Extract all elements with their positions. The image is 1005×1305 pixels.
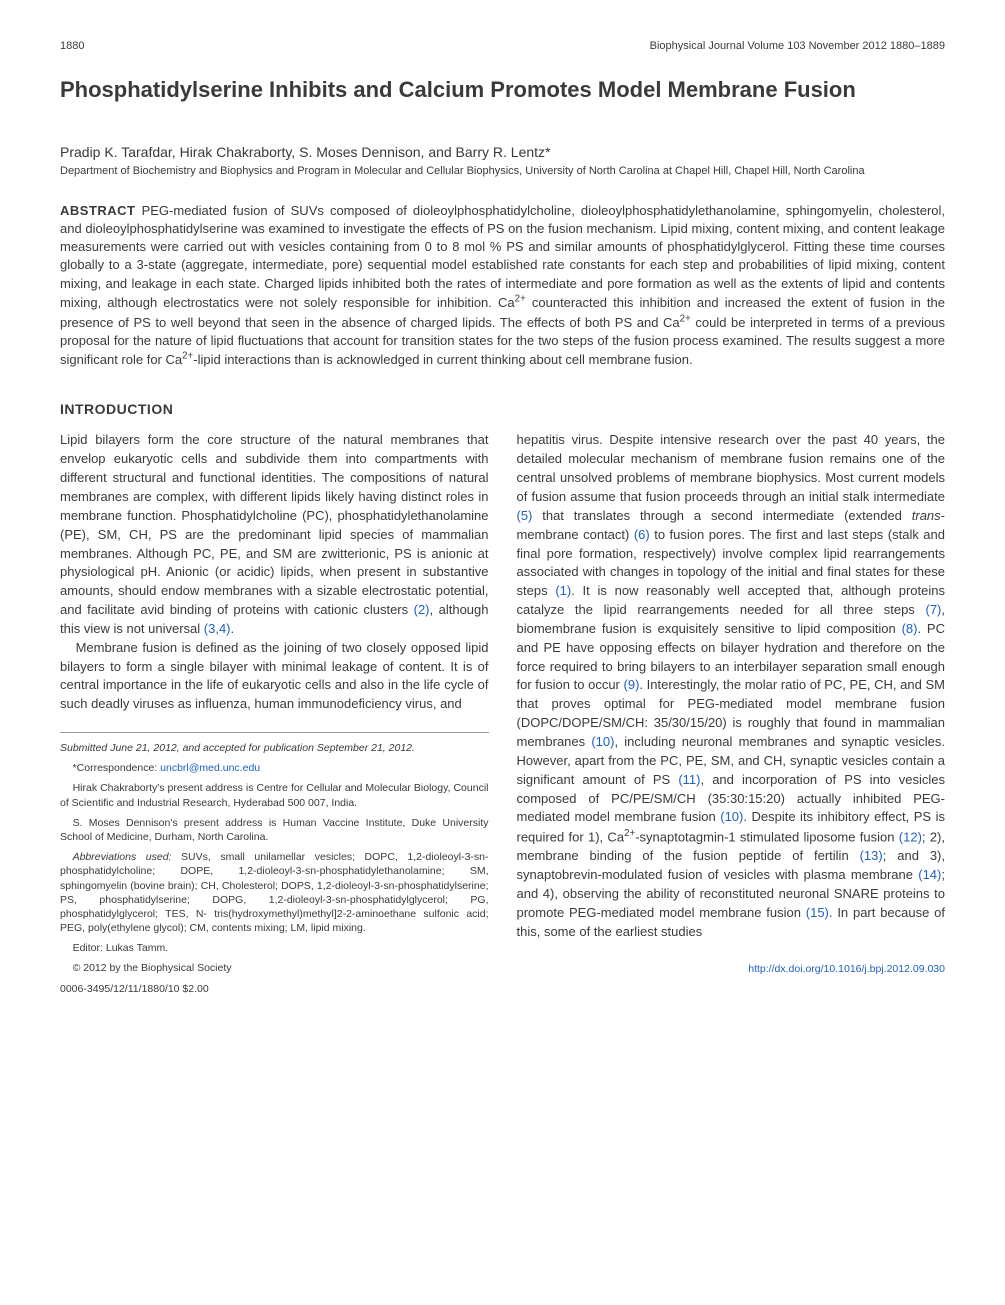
footnotes: Submitted June 21, 2012, and accepted fo… [60,732,489,996]
intro-p2: Membrane fusion is defined as the joinin… [60,639,489,714]
abbreviations: Abbreviations used: SUVs, small unilamel… [60,850,489,935]
affiliation: Department of Biochemistry and Biophysic… [60,164,945,178]
author-list: Pradip K. Tarafdar, Hirak Chakraborty, S… [60,144,945,160]
present-address-2: S. Moses Dennison's present address is H… [60,816,489,844]
journal-info: Biophysical Journal Volume 103 November … [650,40,945,52]
doi-row: 0006-3495/12/11/1880/10 $2.00 [60,982,489,996]
abstract-label: ABSTRACT [60,203,136,218]
intro-p1: Lipid bilayers form the core structure o… [60,431,489,638]
doi-container: http://dx.doi.org/10.1016/j.bpj.2012.09.… [517,942,946,977]
page-number: 1880 [60,40,84,52]
running-header: 1880 Biophysical Journal Volume 103 Nove… [60,40,945,52]
article-title: Phosphatidylserine Inhibits and Calcium … [60,76,945,104]
copyright-line: © 2012 by the Biophysical Society [60,961,489,975]
submitted-line: Submitted June 21, 2012, and accepted fo… [60,741,489,755]
introduction-heading: INTRODUCTION [60,401,945,417]
abbrev-text: SUVs, small unilamellar vesicles; DOPC, … [60,851,489,934]
present-address-1: Hirak Chakraborty's present address is C… [60,781,489,809]
intro-p3: hepatitis virus. Despite intensive resea… [517,431,946,941]
doi-link[interactable]: http://dx.doi.org/10.1016/j.bpj.2012.09.… [748,962,945,977]
body-columns: Lipid bilayers form the core structure o… [60,431,945,995]
right-column: hepatitis virus. Despite intensive resea… [517,431,946,995]
correspondence: *Correspondence: uncbrl@med.unc.edu [60,761,489,775]
issn-line: 0006-3495/12/11/1880/10 $2.00 [60,982,209,996]
abstract-text: PEG-mediated fusion of SUVs composed of … [60,203,945,367]
editor-line: Editor: Lukas Tamm. [60,941,489,955]
abbrev-label: Abbreviations used: [73,851,172,863]
correspondence-email[interactable]: uncbrl@med.unc.edu [160,762,260,774]
left-column: Lipid bilayers form the core structure o… [60,431,489,995]
abstract-block: ABSTRACT PEG-mediated fusion of SUVs com… [60,202,945,370]
